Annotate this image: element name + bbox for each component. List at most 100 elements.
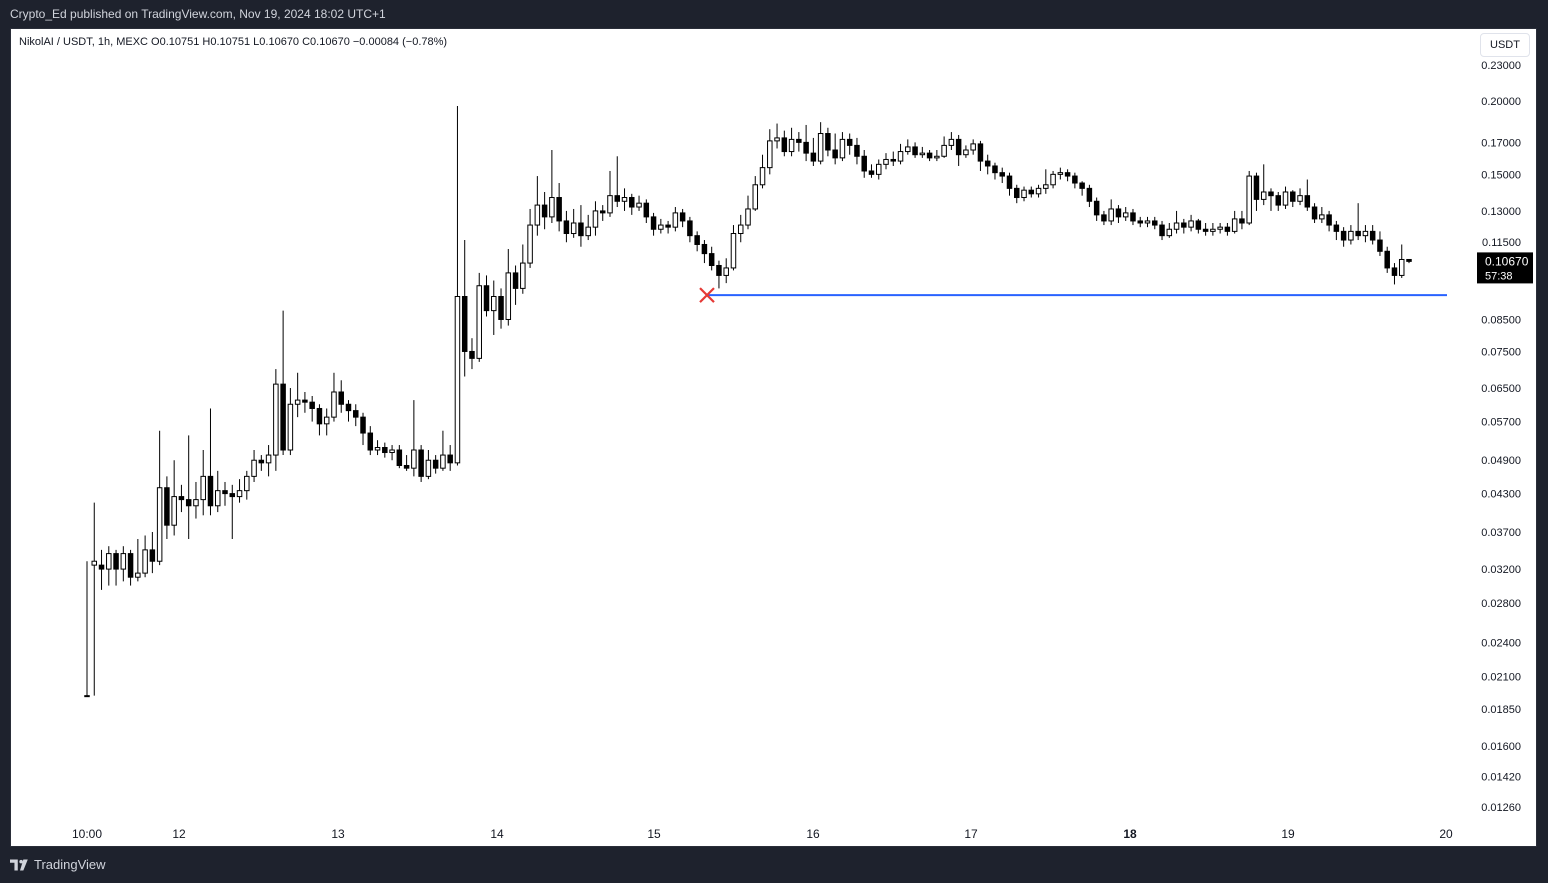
price-tick-label: 0.04900 xyxy=(1481,455,1521,467)
candle-body xyxy=(1260,191,1267,200)
candle-body xyxy=(1304,195,1311,208)
candle-body xyxy=(672,212,679,228)
candle-body xyxy=(679,212,686,222)
candle-body xyxy=(549,197,555,218)
price-tick-label: 0.23000 xyxy=(1481,60,1521,72)
candle-body xyxy=(570,222,577,235)
candle-body xyxy=(1101,214,1107,222)
candle-body xyxy=(578,222,584,237)
candle-body xyxy=(556,197,562,222)
price-tick-label: 0.17000 xyxy=(1481,137,1521,149)
candle-body xyxy=(367,432,374,451)
candle-body xyxy=(1159,224,1165,237)
candle-body xyxy=(1028,189,1035,195)
candle-body xyxy=(563,220,570,235)
candle-body xyxy=(1035,187,1042,195)
candle-body xyxy=(244,475,250,492)
candle-body xyxy=(411,449,417,469)
candle-body xyxy=(919,152,926,156)
candle-body xyxy=(345,403,352,412)
candle-body xyxy=(984,160,991,167)
candle-body xyxy=(737,224,744,235)
candle-body xyxy=(222,490,228,495)
candle-body xyxy=(1224,226,1231,232)
price-tick-label: 0.15000 xyxy=(1481,169,1521,181)
price-tick-label: 0.02400 xyxy=(1481,638,1521,650)
candle-body xyxy=(1152,220,1158,226)
candle-body xyxy=(912,146,918,156)
candle-body xyxy=(774,137,780,142)
candle-body xyxy=(599,210,606,214)
candle-body xyxy=(1122,212,1129,218)
candle-body xyxy=(643,202,650,218)
candle-body xyxy=(280,383,286,451)
candle-body xyxy=(483,285,490,312)
candle-body xyxy=(1086,187,1093,202)
candle-body xyxy=(432,459,439,469)
candle-body xyxy=(527,224,533,264)
candle-body xyxy=(636,202,642,208)
candle-body xyxy=(120,553,127,570)
candle-body xyxy=(1275,195,1281,206)
candle-body xyxy=(461,296,468,352)
time-tick-label: 20 xyxy=(1439,827,1453,841)
publisher-bar: Crypto_Ed published on TradingView.com, … xyxy=(0,0,1548,28)
chart-pane[interactable]: 0.23000 0.20000 0.17000 0.15000 0.13000 0.115… xyxy=(10,28,1537,847)
candle-body xyxy=(1369,230,1376,241)
candle-body xyxy=(149,549,156,562)
candle-body xyxy=(323,416,330,425)
candle-body xyxy=(832,149,838,159)
candle-body xyxy=(730,233,737,269)
candle-body xyxy=(817,133,824,162)
candle-body xyxy=(1253,175,1260,200)
candle-body xyxy=(1406,258,1412,262)
candle-body xyxy=(491,296,497,312)
candle-body xyxy=(178,496,185,501)
candle-body xyxy=(963,149,969,156)
tradingview-logo[interactable]: TradingView xyxy=(10,850,106,880)
candle-body xyxy=(1326,214,1332,226)
candle-body xyxy=(440,454,446,469)
candle-body xyxy=(1115,208,1122,218)
candle-body xyxy=(1268,191,1274,197)
candle-body xyxy=(353,410,359,418)
candlestick-chart[interactable]: 0.23000 0.20000 0.17000 0.15000 0.13000 0.115… xyxy=(11,29,1537,847)
candle-body xyxy=(1188,220,1194,228)
candle-body xyxy=(258,459,265,464)
candle-body xyxy=(98,564,105,570)
candle-body xyxy=(113,553,119,570)
candle-body xyxy=(796,138,802,143)
candle-body xyxy=(701,243,708,255)
candle-body xyxy=(1093,200,1100,216)
time-tick-label: 13 xyxy=(331,827,345,841)
candle-body xyxy=(745,208,751,226)
candle-body xyxy=(1137,220,1143,224)
price-tick-label: 0.05700 xyxy=(1481,417,1521,429)
price-tick-label: 0.01850 xyxy=(1481,704,1521,716)
candle-body xyxy=(883,158,889,165)
candle-body xyxy=(1333,224,1340,232)
candle-body xyxy=(338,391,344,405)
candle-body xyxy=(752,184,759,210)
candle-body xyxy=(447,454,453,464)
candle-body xyxy=(229,493,236,498)
candle-body xyxy=(1050,173,1056,186)
candle-body xyxy=(716,264,722,276)
price-axis[interactable]: 0.23000 0.20000 0.17000 0.15000 0.13000 0.115… xyxy=(1481,60,1521,814)
candle-body xyxy=(454,296,461,464)
currency-button[interactable]: USDT xyxy=(1480,33,1530,57)
candle-body xyxy=(970,143,976,151)
candle-body xyxy=(905,146,911,153)
price-tick-label: 0.01260 xyxy=(1481,802,1521,814)
candle-body xyxy=(1072,175,1078,184)
candle-body xyxy=(650,216,657,230)
candle-body xyxy=(890,158,897,162)
candle-body xyxy=(941,144,947,157)
candle-body xyxy=(1319,214,1325,220)
candle-body xyxy=(948,138,955,146)
time-tick-label: 18 xyxy=(1123,827,1137,841)
time-axis[interactable]: 10:00 12 13 14 15 16 17 18 19 20 xyxy=(72,827,1453,841)
x-marker-icon[interactable] xyxy=(699,287,715,303)
candle-body xyxy=(200,475,206,501)
candle-body xyxy=(403,464,410,469)
